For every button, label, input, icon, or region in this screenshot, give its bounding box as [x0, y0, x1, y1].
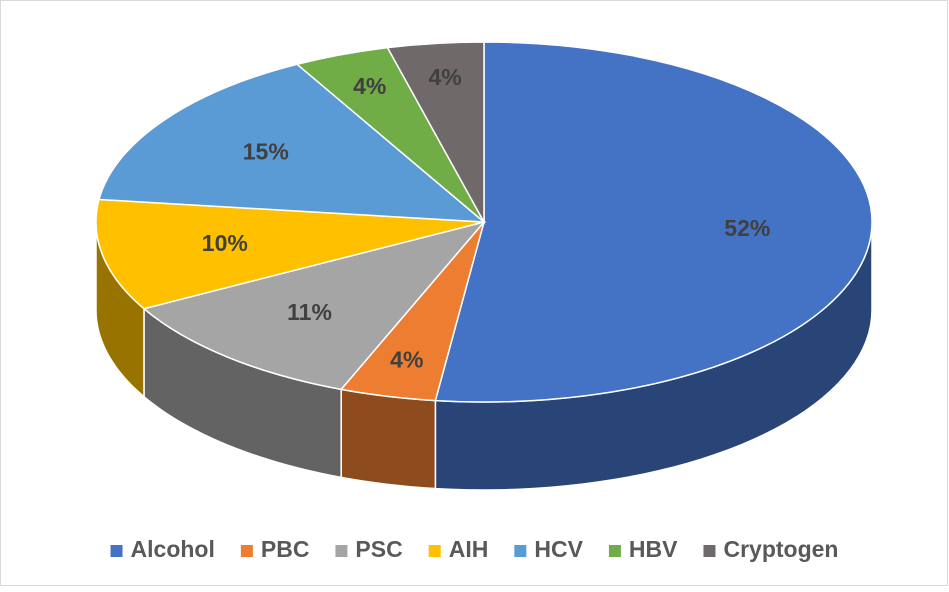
data-label: 4% — [390, 347, 423, 373]
legend-swatch — [110, 545, 123, 557]
legend-swatch — [428, 545, 441, 557]
legend-label: Alcohol — [131, 536, 215, 562]
legend-swatch — [703, 545, 716, 557]
slice — [142, 220, 487, 391]
data-label: 10% — [202, 230, 248, 256]
legend-label: Cryptogen — [723, 536, 838, 562]
slice — [95, 198, 485, 310]
data-label: 4% — [353, 73, 386, 99]
legend-label: PSC — [355, 536, 402, 562]
legend-swatch — [335, 545, 348, 557]
slice-side — [340, 388, 437, 490]
data-label: 15% — [243, 138, 289, 164]
legend-label: HCV — [534, 536, 583, 562]
legend-swatch — [240, 545, 253, 557]
legend-swatch — [514, 545, 527, 557]
data-label: 4% — [428, 64, 461, 90]
data-label: 11% — [287, 299, 332, 325]
legend: Alcohol PBC PSC AIH HCV HBV Cryptogen — [110, 536, 838, 562]
legend-swatch — [608, 545, 621, 557]
legend-label: PBC — [261, 536, 310, 562]
legend-label: HBV — [629, 536, 678, 562]
slice — [98, 63, 487, 223]
slice — [434, 41, 873, 403]
slice — [386, 41, 485, 225]
legend-label: AIH — [449, 536, 489, 562]
data-label: 52% — [724, 215, 770, 241]
